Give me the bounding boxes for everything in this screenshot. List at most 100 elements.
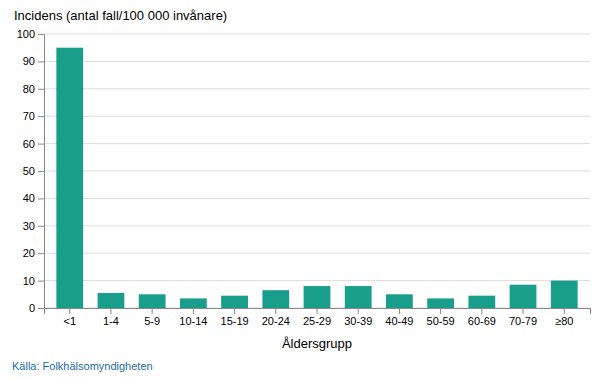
x-tick-mark — [69, 308, 70, 314]
bar — [262, 290, 289, 308]
grid-line — [44, 198, 590, 199]
y-tick-label: 40 — [23, 192, 35, 204]
y-tick: 70 — [23, 110, 44, 122]
y-tick: 100 — [17, 28, 44, 40]
x-tick: 15-19 — [221, 308, 249, 327]
y-tick-mark — [38, 171, 44, 172]
y-tick-mark — [38, 34, 44, 35]
bar — [386, 294, 413, 308]
x-tick-label: 50-59 — [427, 315, 455, 327]
title: Incidens (antal fall/100 000 invånare) — [14, 8, 227, 23]
grid-line — [44, 171, 590, 172]
x-tick-label: 5-9 — [144, 315, 160, 327]
x-tick-mark — [193, 308, 194, 314]
x-tick-mark — [481, 308, 482, 314]
bar — [468, 296, 495, 308]
bars — [56, 48, 577, 308]
y-tick-mark — [38, 144, 44, 145]
x-tick-mark — [152, 308, 153, 314]
x-tick-mark — [358, 308, 359, 314]
y-tick: 20 — [23, 247, 44, 259]
bar — [221, 296, 248, 308]
grid-line — [44, 116, 590, 117]
y-tick-mark — [38, 116, 44, 117]
x-tick-mark — [110, 308, 111, 314]
bar — [56, 48, 83, 308]
y-tick-mark — [38, 89, 44, 90]
x-tick-mark — [440, 308, 441, 314]
x-tick-label: 1-4 — [103, 315, 119, 327]
x-axis-title: Åldersgrupp — [282, 336, 352, 351]
bar — [551, 281, 578, 308]
y-tick: 0 — [29, 302, 44, 314]
x-tick-mark — [275, 308, 276, 314]
y-tick: 80 — [23, 83, 44, 95]
y-tick-label: 80 — [23, 83, 35, 95]
y-tick-mark — [38, 61, 44, 62]
y-tick-mark — [38, 253, 44, 254]
y-axis: 0 10 20 30 40 50 60 70 80 90 100 — [17, 28, 45, 314]
x-tick: 1-4 — [103, 308, 119, 327]
y-tick-label: 90 — [23, 55, 35, 67]
y-tick-label: 20 — [23, 247, 35, 259]
x-tick: 25-29 — [303, 308, 331, 327]
y-tick: 60 — [23, 138, 44, 150]
bar — [427, 298, 454, 308]
y-tick: 40 — [23, 192, 44, 204]
x-tick-label: 30-39 — [344, 315, 372, 327]
x-tick-mark — [317, 308, 318, 314]
y-tick-mark — [38, 308, 44, 309]
y-tick: 50 — [23, 165, 44, 177]
x-tick: ≥80 — [555, 308, 573, 327]
x-tick: 30-39 — [344, 308, 372, 327]
grid-line — [44, 280, 590, 281]
x-tick-mark — [234, 308, 235, 314]
y-tick-mark — [38, 226, 44, 227]
y-tick-label: 30 — [23, 220, 35, 232]
x-tick: 50-59 — [427, 308, 455, 327]
x-tick-label: 25-29 — [303, 315, 331, 327]
y-tick-label: 70 — [23, 110, 35, 122]
bar — [345, 286, 372, 308]
x-tick: 10-14 — [179, 308, 207, 327]
bar — [139, 294, 166, 308]
x-tick-mark — [523, 308, 524, 314]
grid-line — [44, 61, 590, 62]
bar — [180, 298, 207, 308]
bar — [98, 293, 125, 308]
x-tick: 60-69 — [468, 308, 496, 327]
x-tick: 20-24 — [262, 308, 290, 327]
y-tick-label: 100 — [17, 28, 35, 40]
x-tick-label: 60-69 — [468, 315, 496, 327]
x-tick: 5-9 — [144, 308, 160, 327]
x-tick: 70-79 — [509, 308, 537, 327]
y-tick: 30 — [23, 220, 44, 232]
x-tick-label: <1 — [63, 315, 76, 327]
source-note: Källa: Folkhälsomyndigheten — [12, 360, 153, 372]
x-tick-mark — [399, 308, 400, 314]
grid — [44, 34, 590, 308]
y-tick-label: 50 — [23, 165, 35, 177]
y-tick: 10 — [23, 275, 44, 287]
y-axis-line — [38, 35, 45, 309]
x-tick: <1 — [63, 308, 76, 327]
x-axis: <1 1-4 5-9 10-14 15-19 20-24 25-29 30-39 40-49 50… — [45, 308, 591, 327]
y-tick-label: 10 — [23, 275, 35, 287]
x-tick: 40-49 — [385, 308, 413, 327]
grid-line — [44, 143, 590, 144]
chart: 0 10 20 30 40 50 60 70 80 90 100 <1 1-4 5-9 10-14 15-19… — [0, 0, 606, 378]
x-tick-label: ≥80 — [555, 315, 573, 327]
grid-line — [44, 34, 590, 35]
x-tick-label: 40-49 — [385, 315, 413, 327]
x-tick-label: 20-24 — [262, 315, 290, 327]
x-tick-mark — [564, 308, 565, 314]
grid-line — [44, 225, 590, 226]
x-tick-label: 70-79 — [509, 315, 537, 327]
y-tick-label: 0 — [29, 302, 35, 314]
bar — [304, 286, 331, 308]
grid-line — [44, 253, 590, 254]
bar — [510, 285, 537, 308]
y-tick: 90 — [23, 55, 44, 67]
y-tick-label: 60 — [23, 138, 35, 150]
y-tick-mark — [38, 198, 44, 199]
